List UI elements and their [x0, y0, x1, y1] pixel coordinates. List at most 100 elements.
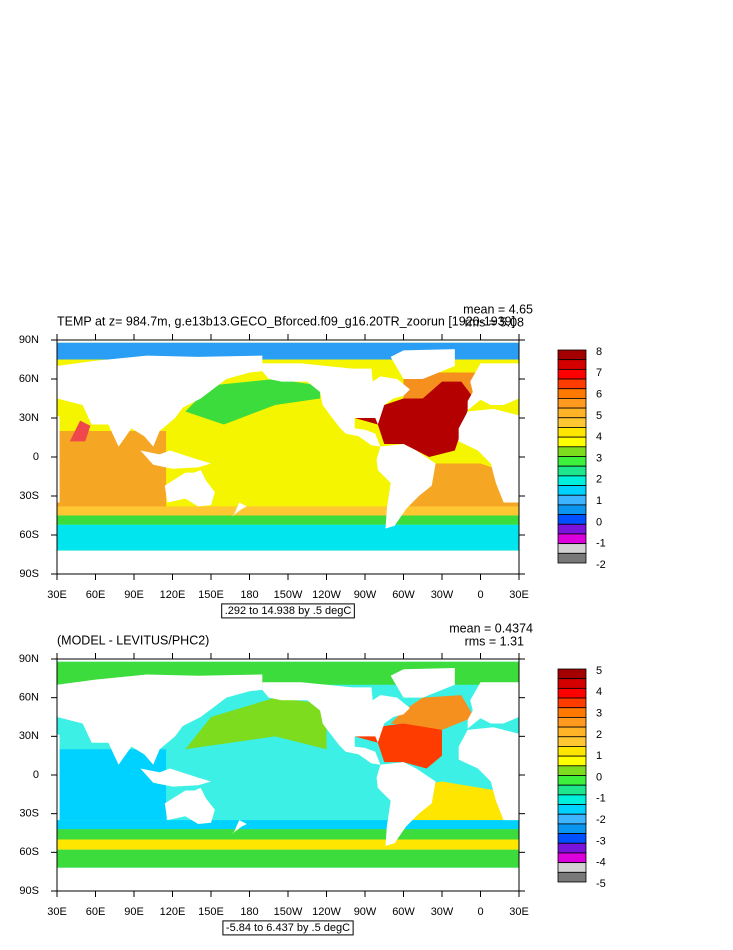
- range-box: [221, 603, 355, 619]
- colorbar-box: [557, 514, 587, 525]
- colorbar-label: 1: [596, 750, 602, 762]
- lon-tick-label: 180: [240, 906, 258, 918]
- colorbar-box: [557, 862, 587, 873]
- colorbar-label: -1: [596, 793, 606, 805]
- land: [467, 363, 519, 411]
- lon-tick-label: 150E: [198, 589, 224, 601]
- lon-tick-label: 120E: [160, 589, 186, 601]
- lon-tick-label: 60E: [86, 589, 106, 601]
- colorbar-box: [557, 697, 587, 709]
- colorbar-box: [557, 707, 587, 718]
- range-label: -5.84 to 6.437 by .5 degC: [226, 922, 350, 934]
- lat-tick-label: 90S: [19, 568, 39, 580]
- lat-tick-label: 0: [33, 451, 39, 463]
- colorbar-box: [557, 465, 587, 477]
- colorbar-box: [557, 523, 587, 535]
- colorbar-box: [557, 485, 587, 496]
- lon-tick-label: 180: [240, 589, 258, 601]
- lon-tick-label: 60W: [392, 906, 415, 918]
- colorbar-box: [557, 784, 587, 796]
- field-region: [57, 829, 519, 840]
- rms-label: rms = 5.08: [465, 315, 524, 329]
- colorbar-label: 0: [596, 771, 602, 783]
- mean-label: mean = 4.65: [463, 302, 533, 316]
- land: [57, 340, 519, 343]
- colorbar-box: [557, 833, 587, 844]
- lon-tick-label: 30W: [431, 906, 454, 918]
- field-region: [57, 839, 519, 850]
- map: [57, 340, 519, 574]
- lon-tick-label: 0: [477, 589, 483, 601]
- colorbar-box: [557, 378, 587, 390]
- lon-tick-label: 150W: [274, 589, 303, 601]
- colorbar-box: [557, 552, 587, 564]
- colorbar-label: -2: [596, 559, 606, 571]
- lon-tick-label: 60W: [392, 589, 415, 601]
- field-region: [185, 697, 327, 750]
- field-region: [57, 431, 167, 509]
- land: [57, 674, 263, 765]
- land: [164, 787, 215, 824]
- land: [140, 450, 211, 469]
- lat-tick-label: 0: [33, 769, 39, 781]
- land: [376, 444, 436, 529]
- lon-tick-label: 30E: [47, 906, 67, 918]
- colorbar-label: 8: [596, 346, 602, 358]
- rms-label: rms = 1.31: [465, 634, 524, 648]
- colorbar-box: [557, 842, 587, 854]
- panel-title: TEMP at z= 984.7m, g.e13b13.GECO_Bforced…: [57, 314, 515, 328]
- colorbar-box: [557, 533, 587, 545]
- land: [57, 659, 519, 662]
- colorbar-label: 3: [596, 452, 602, 464]
- land: [458, 408, 519, 503]
- land: [57, 415, 60, 503]
- lat-tick-label: 60S: [19, 846, 39, 858]
- land: [57, 550, 519, 574]
- colorbar-label: 1: [596, 495, 602, 507]
- lon-tick-label: 60E: [86, 906, 106, 918]
- colorbar-box: [557, 717, 587, 728]
- colorbar-label: 0: [596, 516, 602, 528]
- lat-tick-label: 30S: [19, 490, 39, 502]
- lon-tick-label: 120W: [312, 589, 341, 601]
- lon-tick-label: 30W: [431, 589, 454, 601]
- lat-tick-label: 30S: [19, 808, 39, 820]
- land: [231, 820, 247, 835]
- colorbar-box: [557, 852, 587, 864]
- colorbar-box: [557, 726, 587, 738]
- lon-tick-label: 90W: [354, 906, 377, 918]
- lat-tick-label: 60S: [19, 529, 39, 541]
- lon-tick-label: 150E: [198, 906, 224, 918]
- colorbar-box: [557, 388, 587, 399]
- colorbar-box: [557, 871, 587, 883]
- colorbar-label: 4: [596, 431, 602, 443]
- colorbar-box: [557, 456, 587, 467]
- colorbar-box: [557, 475, 587, 486]
- land: [140, 768, 211, 787]
- field-region: [57, 506, 519, 516]
- field-region: [57, 749, 167, 821]
- lat-tick-label: 90S: [19, 885, 39, 897]
- field-region: [57, 820, 519, 830]
- lon-tick-label: 30E: [47, 589, 67, 601]
- field-region: [390, 695, 475, 730]
- colorbar-label: -4: [596, 857, 606, 869]
- lon-tick-label: 30E: [509, 906, 529, 918]
- colorbar-label: 2: [596, 474, 602, 486]
- lat-tick-label: 90N: [19, 653, 39, 665]
- colorbar-box: [557, 736, 587, 747]
- colorbar-box: [557, 398, 587, 409]
- range-label: .292 to 14.938 by .5 degC: [225, 605, 352, 617]
- mean-label: mean = 0.4374: [449, 621, 533, 635]
- colorbar-box: [557, 746, 587, 757]
- land: [164, 470, 215, 507]
- colorbar-label: 2: [596, 729, 602, 741]
- colorbar-box: [557, 504, 587, 515]
- field-region: [57, 849, 519, 868]
- colorbar-box: [557, 668, 587, 680]
- colorbar-box: [557, 765, 587, 776]
- lat-tick-label: 60N: [19, 373, 39, 385]
- colorbar-label: 7: [596, 367, 602, 379]
- colorbar-box: [557, 804, 587, 815]
- lat-tick-label: 60N: [19, 692, 39, 704]
